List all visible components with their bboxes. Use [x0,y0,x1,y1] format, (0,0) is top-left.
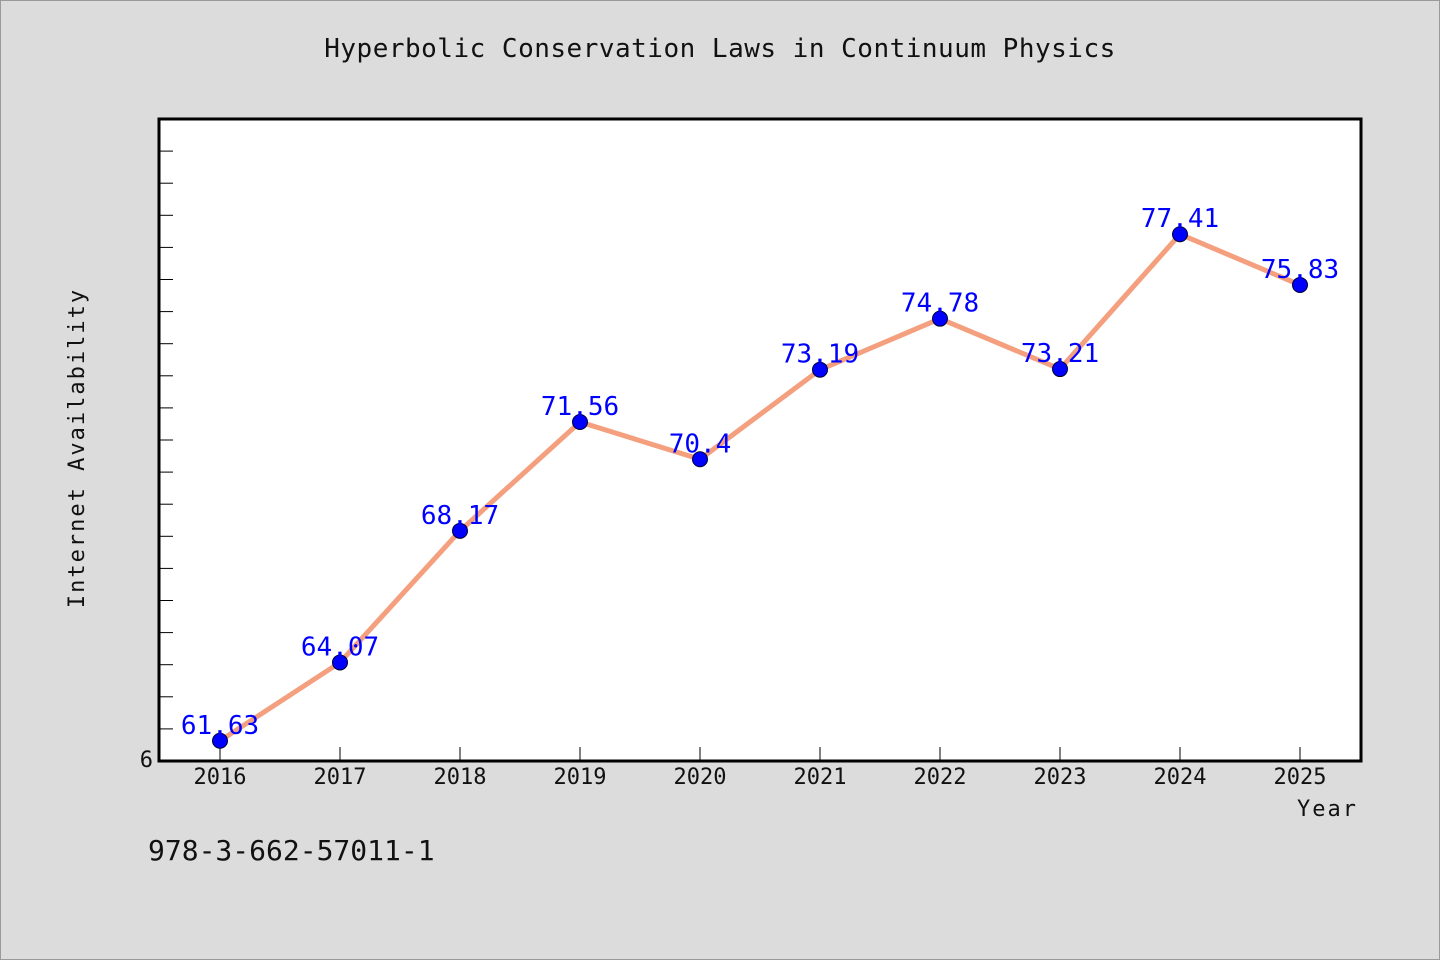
data-point [572,414,588,431]
data-point [332,654,348,671]
data-label: 61.63 [181,711,259,741]
data-point [812,361,828,378]
isbn-text: 978-3-662-57011-1 [148,834,435,867]
x-tick-label: 2023 [1034,765,1087,790]
x-tick-label: 2024 [1154,765,1207,790]
x-tick-label: 2025 [1274,765,1327,790]
data-point [1052,361,1068,378]
data-point [1292,276,1308,293]
y-axis-ticks [159,150,173,730]
chart-title: Hyperbolic Conservation Laws in Continuu… [324,34,1116,64]
x-axis-ticks: 2016 2017 2018 2019 2020 2021 2022 2023 2024 2025 [194,747,1327,790]
data-point [212,732,228,749]
x-tick-label: 2022 [914,765,967,790]
data-label: 64.07 [301,632,379,662]
x-tick-label: 2018 [434,765,487,790]
data-markers [212,226,1308,749]
data-labels: 61.63 64.07 68.17 71.56 70.4 73.19 74.78 73.21 7… [181,204,1339,741]
data-point [692,451,708,468]
data-label: 77.41 [1141,204,1219,234]
data-label: 73.19 [781,340,859,370]
data-label: 73.21 [1021,339,1099,369]
data-point [1172,226,1188,243]
x-tick-label: 2021 [794,765,847,790]
x-axis-label: Year [1297,797,1358,822]
data-label: 71.56 [541,392,619,422]
series-line [218,231,1301,743]
data-point [452,522,468,539]
data-label: 68.17 [421,501,499,531]
data-point [932,310,948,327]
data-label: 75.83 [1261,255,1339,285]
y-axis-label: Internet Availability [65,288,90,608]
x-tick-label: 2020 [674,765,727,790]
data-label: 70.4 [669,429,732,459]
x-tick-label: 2016 [194,765,247,790]
x-tick-label: 2017 [314,765,367,790]
x-tick-label: 2019 [554,765,607,790]
data-label: 74.78 [901,289,979,319]
plot-area [157,117,1363,763]
y-tick-label: 6 [140,748,153,773]
